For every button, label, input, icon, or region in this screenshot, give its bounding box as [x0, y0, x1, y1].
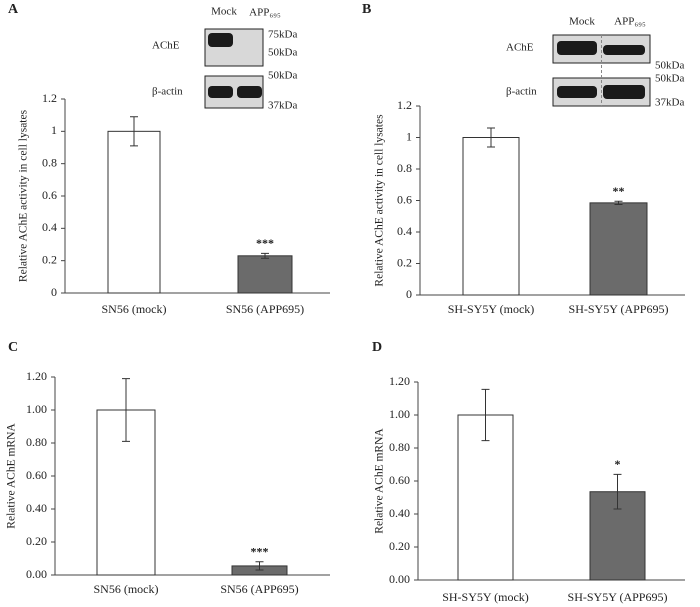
- y-tick-label: 0.20: [389, 539, 410, 553]
- blot-band: [208, 86, 233, 98]
- y-tick-label: 0.6: [42, 188, 57, 202]
- y-tick-label: 0.00: [389, 572, 410, 586]
- marker-label: 37kDa: [268, 100, 297, 112]
- y-tick-label: 0.4: [42, 220, 57, 234]
- protein-label: β-actin: [152, 86, 183, 98]
- y-tick-label: 0.2: [397, 255, 412, 269]
- significance: ***: [256, 236, 274, 250]
- y-tick-label: 0: [406, 287, 412, 301]
- y-tick-label: 1: [51, 123, 57, 137]
- y-tick-label: 0.6: [397, 192, 412, 206]
- significance: *: [615, 457, 621, 471]
- error-bar: [122, 378, 130, 442]
- error-bar: [130, 116, 138, 147]
- y-tick-label: 1.00: [389, 407, 410, 421]
- panel-label: D: [372, 340, 382, 355]
- blot-band: [237, 86, 262, 98]
- y-axis-label: Relative AChE mRNA: [374, 428, 386, 534]
- x-tick-label: SH-SY5Y (APP695): [569, 302, 669, 316]
- panel-label: C: [8, 340, 18, 355]
- lane-label: APP₆₉₅: [249, 7, 281, 19]
- bar: [237, 255, 293, 294]
- y-tick-label: 1.20: [389, 374, 410, 388]
- marker-label: 37kDa: [655, 97, 684, 109]
- lane-label: Mock: [569, 16, 595, 28]
- bar: [462, 137, 520, 296]
- y-tick-label: 0.4: [397, 224, 412, 238]
- marker-label: 50kDa: [655, 60, 684, 72]
- marker-label: 50kDa: [268, 70, 297, 82]
- error-bar: [614, 200, 623, 205]
- bar: [457, 414, 514, 581]
- y-tick-label: 0: [51, 285, 57, 299]
- x-tick-label: SH-SY5Y (APP695): [568, 590, 668, 604]
- y-tick-label: 1.20: [26, 369, 47, 383]
- y-tick-label: 1.2: [42, 91, 57, 105]
- panel-label: B: [362, 2, 371, 17]
- blot-band: [603, 85, 645, 99]
- bar: [107, 130, 161, 294]
- error-bar: [255, 561, 264, 571]
- y-tick-label: 0.20: [26, 534, 47, 548]
- y-tick-label: 0.40: [389, 506, 410, 520]
- blot-band: [557, 86, 597, 98]
- protein-label: β-actin: [506, 86, 537, 98]
- protein-label: AChE: [152, 40, 180, 52]
- x-tick-label: SH-SY5Y (mock): [442, 590, 529, 604]
- y-tick-label: 0.80: [389, 440, 410, 454]
- y-tick-label: 0.60: [26, 468, 47, 482]
- lane-label: Mock: [211, 6, 237, 18]
- marker-label: 50kDa: [268, 47, 297, 59]
- y-tick-label: 0.60: [389, 473, 410, 487]
- significance: **: [613, 184, 625, 198]
- bar: [589, 202, 648, 296]
- x-tick-label: SN56 (APP695): [220, 582, 298, 596]
- y-tick-label: 0.40: [26, 501, 47, 515]
- y-tick-label: 0.2: [42, 252, 57, 266]
- error-bar: [481, 388, 490, 442]
- blot-band: [208, 33, 233, 47]
- y-tick-label: 0.00: [26, 567, 47, 581]
- protein-label: AChE: [506, 42, 534, 54]
- x-tick-label: SN56 (mock): [102, 302, 167, 316]
- significance: ***: [251, 545, 269, 559]
- y-axis-label: Relative AChE mRNA: [6, 423, 18, 529]
- y-tick-label: 1.00: [26, 402, 47, 416]
- y-tick-label: 0.8: [397, 161, 412, 175]
- y-tick-label: 1: [406, 129, 412, 143]
- error-bar: [613, 473, 622, 510]
- error-bar: [487, 127, 495, 148]
- x-tick-label: SN56 (APP695): [226, 302, 304, 316]
- marker-label: 75kDa: [268, 29, 297, 41]
- lane-label: APP₆₉₅: [614, 16, 646, 28]
- x-tick-label: SN56 (mock): [94, 582, 159, 596]
- y-tick-label: 0.8: [42, 155, 57, 169]
- x-tick-label: SH-SY5Y (mock): [448, 302, 535, 316]
- y-axis-label: Relative AChE activity in cell lysates: [18, 109, 30, 282]
- marker-label: 50kDa: [655, 73, 684, 85]
- y-tick-label: 0.80: [26, 435, 47, 449]
- blot-band: [557, 41, 597, 55]
- blot-band: [603, 45, 645, 55]
- panel-label: A: [8, 2, 19, 17]
- y-tick-label: 1.2: [397, 98, 412, 112]
- error-bar: [261, 252, 269, 259]
- y-axis-label: Relative AChE activity in cell lysates: [374, 114, 386, 287]
